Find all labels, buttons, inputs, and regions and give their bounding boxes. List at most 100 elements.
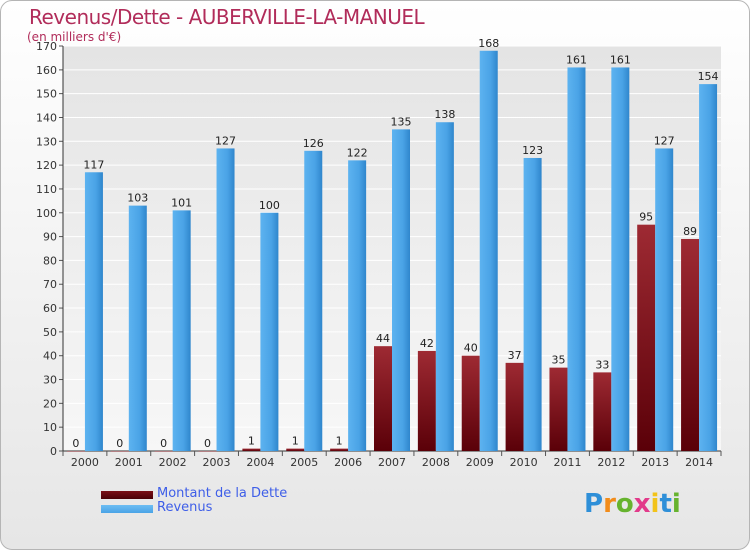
- data-label-revenus: 126: [303, 137, 324, 150]
- y-tick-label: 60: [43, 302, 57, 315]
- bar-dette: [242, 448, 261, 451]
- data-label-revenus: 161: [566, 53, 587, 66]
- x-tick-label: 2012: [597, 456, 625, 469]
- bar-revenus: [523, 157, 542, 451]
- x-tick-label: 2013: [641, 456, 669, 469]
- y-tick-label: 90: [43, 231, 57, 244]
- x-tick-label: 2001: [115, 456, 143, 469]
- x-tick-label: 2004: [246, 456, 274, 469]
- bar-revenus: [567, 67, 586, 452]
- y-tick-label: 20: [43, 397, 57, 410]
- data-label-revenus: 122: [347, 146, 368, 159]
- y-tick-label: 150: [36, 88, 57, 101]
- x-tick-label: 2006: [334, 456, 362, 469]
- data-label-revenus: 123: [522, 144, 543, 157]
- bar-revenus: [699, 84, 718, 451]
- logo-letter: i: [671, 489, 681, 519]
- y-tick-label: 120: [36, 159, 57, 172]
- bar-dette: [374, 346, 392, 451]
- bar-dette: [66, 451, 85, 452]
- y-tick-label: 30: [43, 374, 57, 387]
- bar-revenus: [479, 50, 498, 451]
- legend-swatch-dette: [101, 491, 153, 499]
- bar-dette: [593, 372, 612, 451]
- x-tick-label: 2014: [685, 456, 713, 469]
- logo-letter: i: [650, 489, 660, 519]
- data-label-dette: 0: [116, 437, 123, 450]
- x-tick-label: 2008: [422, 456, 450, 469]
- y-tick-label: 40: [43, 350, 57, 363]
- data-label-revenus: 103: [127, 192, 148, 205]
- bar-revenus: [611, 67, 630, 452]
- x-tick-label: 2010: [510, 456, 538, 469]
- y-tick-label: 70: [43, 278, 57, 291]
- data-label-revenus: 117: [83, 158, 104, 171]
- bar-dette: [461, 355, 480, 451]
- data-label-dette: 0: [160, 437, 167, 450]
- bar-dette: [330, 448, 349, 451]
- x-tick-label: 2007: [378, 456, 406, 469]
- data-label-dette: 40: [464, 342, 478, 355]
- x-tick-label: 2002: [159, 456, 187, 469]
- data-label-revenus: 101: [171, 196, 192, 209]
- data-label-dette: 95: [639, 211, 653, 224]
- data-label-dette: 1: [336, 435, 343, 448]
- data-label-dette: 1: [292, 435, 299, 448]
- y-tick-label: 160: [36, 64, 57, 77]
- x-tick-label: 2009: [466, 456, 494, 469]
- y-tick-label: 130: [36, 135, 57, 148]
- y-tick-label: 80: [43, 254, 57, 267]
- data-label-dette: 0: [72, 437, 79, 450]
- data-label-dette: 0: [204, 437, 211, 450]
- data-label-revenus: 138: [434, 108, 455, 121]
- data-label-dette: 44: [376, 332, 390, 345]
- logo-letter: P: [584, 489, 604, 519]
- x-tick-label: 2005: [290, 456, 318, 469]
- bar-revenus: [172, 210, 191, 451]
- data-label-dette: 33: [595, 358, 609, 371]
- bar-revenus: [304, 150, 323, 451]
- bar-dette: [286, 448, 305, 451]
- data-label-dette: 1: [248, 435, 255, 448]
- logo-letter: t: [659, 489, 672, 519]
- logo-letter: x: [633, 489, 651, 519]
- data-label-revenus: 100: [259, 199, 280, 212]
- bar-dette: [154, 451, 173, 452]
- bar-revenus: [84, 172, 103, 451]
- bar-revenus: [348, 160, 367, 451]
- bar-revenus: [128, 205, 147, 451]
- data-label-dette: 37: [508, 349, 522, 362]
- data-label-dette: 35: [551, 354, 565, 367]
- x-tick-label: 2000: [71, 456, 99, 469]
- data-label-revenus: 161: [610, 53, 631, 66]
- logo-letter: o: [615, 489, 634, 519]
- bar-dette: [637, 224, 656, 451]
- y-tick-label: 100: [36, 207, 57, 220]
- y-tick-label: 0: [50, 445, 57, 458]
- y-tick-label: 140: [36, 111, 57, 124]
- bar-revenus: [260, 212, 279, 451]
- bar-dette: [549, 367, 568, 451]
- data-label-revenus: 135: [391, 115, 412, 128]
- data-label-revenus: 127: [654, 134, 675, 147]
- bar-dette: [198, 451, 217, 452]
- chart-subtitle: (en milliers d'€): [27, 30, 122, 44]
- data-label-revenus: 168: [478, 37, 499, 50]
- y-tick-label: 50: [43, 326, 57, 339]
- proxiti-logo: Proxiti: [584, 489, 681, 519]
- y-tick-label: 110: [36, 183, 57, 196]
- data-label-revenus: 154: [698, 70, 719, 83]
- bar-dette: [505, 362, 524, 451]
- legend-label-dette: Montant de la Dette: [157, 486, 288, 501]
- x-tick-label: 2011: [553, 456, 581, 469]
- bar-dette: [110, 451, 129, 452]
- data-label-dette: 42: [420, 337, 434, 350]
- bar-dette: [681, 238, 700, 451]
- bar-revenus: [655, 148, 674, 452]
- y-tick-label: 170: [36, 40, 57, 53]
- data-label-dette: 89: [683, 225, 697, 238]
- logo-letter: r: [603, 489, 616, 519]
- legend-swatch-revenus: [101, 505, 153, 513]
